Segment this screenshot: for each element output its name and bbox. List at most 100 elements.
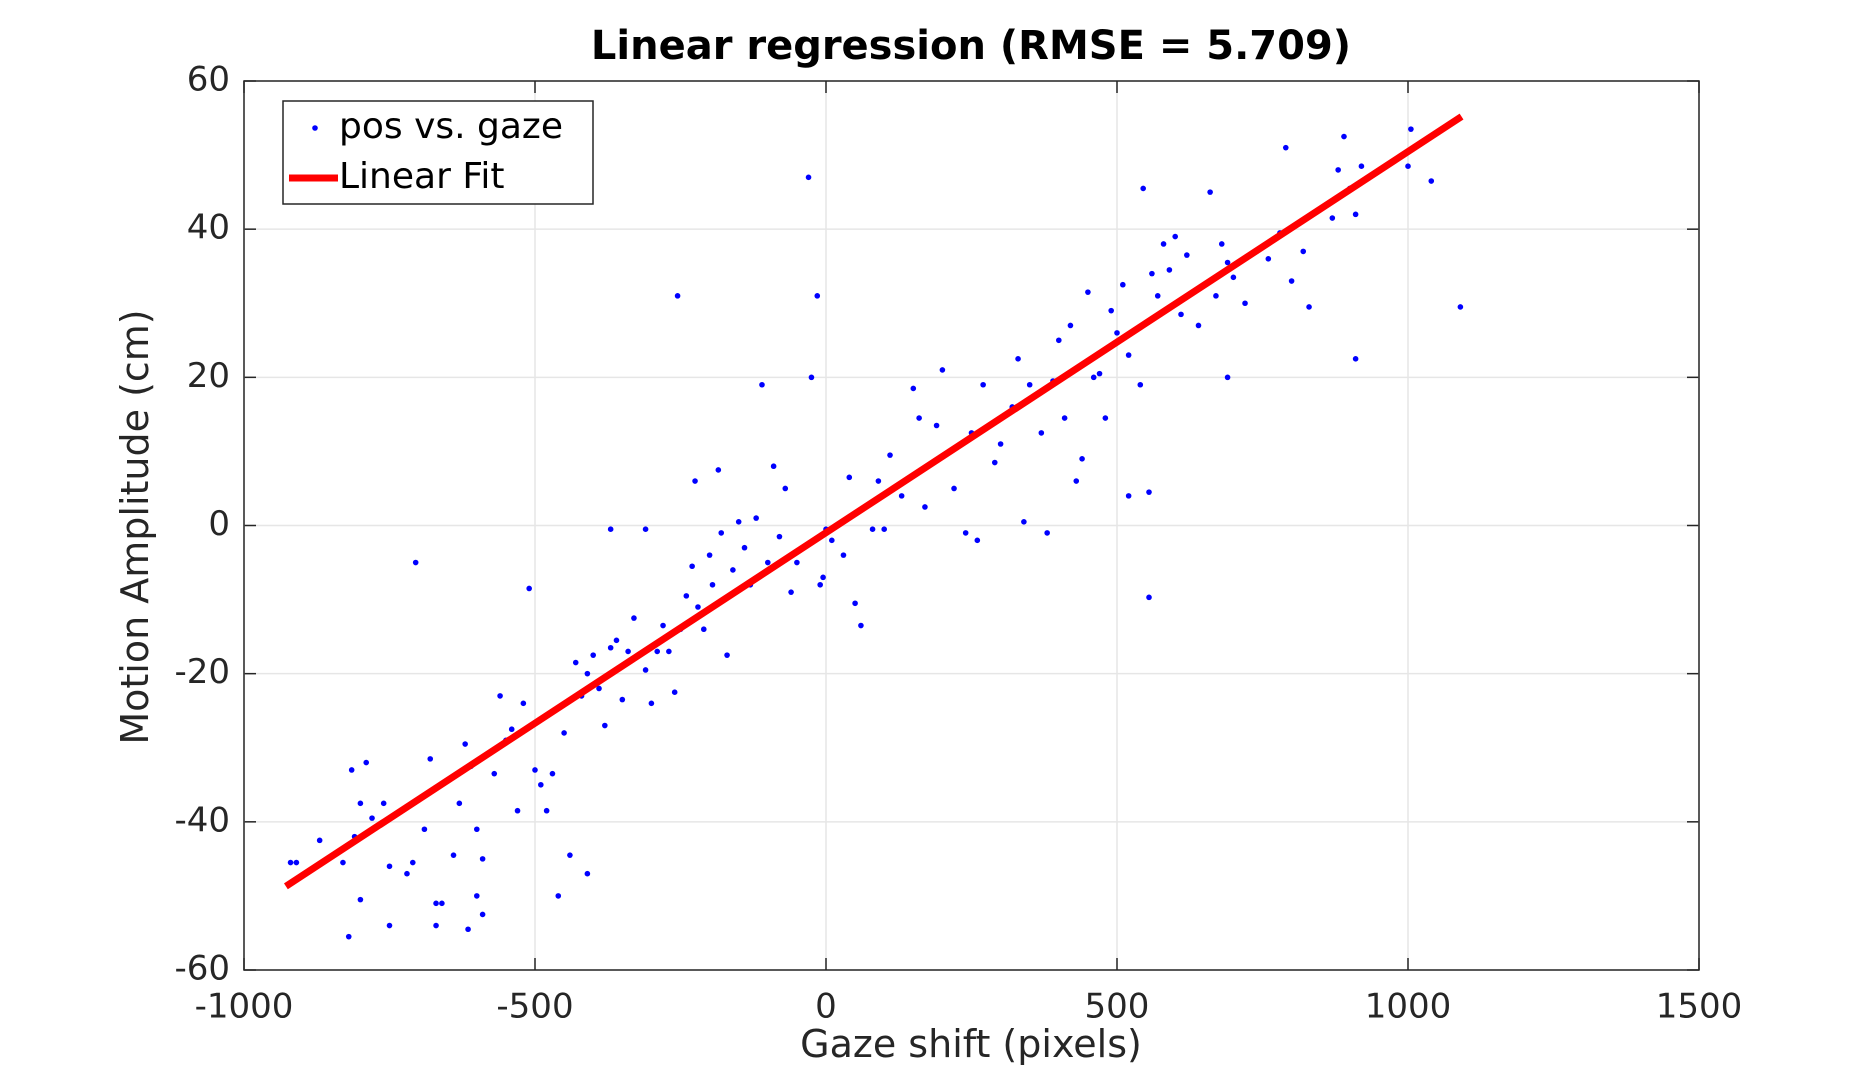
scatter-point [439,900,445,907]
scatter-point [433,900,439,907]
scatter-point [1195,322,1202,329]
scatter-point [1341,133,1347,140]
scatter-point [619,696,626,703]
scatter-point [1230,274,1237,281]
scatter-point [1300,248,1307,255]
chart-title: Linear regression (RMSE = 5.709) [591,23,1351,69]
scatter-point [514,807,521,814]
scatter-point [549,770,556,777]
legend-box [282,100,594,205]
scatter-point [450,852,457,858]
scatter-point [820,574,826,581]
scatter-point [814,293,821,299]
scatter-point [922,504,928,510]
axes-box [243,80,1700,971]
scatter-point [1061,415,1068,421]
scatter-point [357,896,364,903]
x-tick-label: 1500 [1656,987,1743,1027]
scatter-point [887,452,893,458]
scatter-point [508,726,515,733]
scatter-point [1282,144,1289,151]
scatter-point [846,474,853,481]
scatter-point [567,852,573,858]
scatter-point [910,385,917,392]
scatter-point [808,374,815,381]
y-tick-label: -20 [174,652,230,692]
scatter-point [520,700,527,707]
scatter-point [980,381,986,388]
scatter-point [951,485,957,492]
scatter-point [1114,330,1120,336]
scatter-point [538,781,544,788]
scatter-point [412,559,419,566]
scatter-point [858,622,864,629]
scatter-point [765,559,771,566]
scatter-point [409,859,416,866]
scatter-point [1079,456,1085,462]
scatter-point [1358,163,1365,169]
scatter-point [962,530,969,536]
legend-label: Linear Fit [339,156,505,197]
scatter-point [1242,300,1248,307]
scatter-point [1306,304,1312,310]
scatter-point [933,422,940,429]
scatter-point [1428,178,1435,184]
y-tick-label: 0 [208,504,230,544]
scatter-point [735,518,742,525]
scatter-point [340,859,346,866]
scatter-point [474,826,480,833]
scatter-point [671,689,678,695]
scatter-point [427,756,434,762]
scatter-point [648,700,655,707]
y-tick-label: -60 [174,949,230,989]
scatter-point [625,648,631,655]
scatter-point [1265,255,1272,262]
scatter-point [1038,430,1045,436]
legend-label: pos vs. gaze [339,106,563,147]
scatter-point [462,741,468,747]
scatter-point [674,293,681,299]
scatter-point [1146,489,1152,495]
scatter-point [561,730,567,736]
scatter-point [1102,415,1109,421]
scatter-point [348,767,355,773]
y-tick-label: 60 [187,60,230,100]
scatter-point [497,693,503,699]
scatter-point [1146,594,1152,601]
scatter-point [695,604,701,610]
scatter-point [1021,518,1027,525]
scatter-point [916,415,922,421]
x-axis-label: Gaze shift (pixels) [800,1022,1142,1066]
scatter-point [1090,374,1097,381]
scatter-point [1056,337,1062,344]
scatter-point [852,600,858,607]
scatter-point [613,637,620,644]
scatter-point [1224,374,1231,381]
scatter-point [660,622,666,629]
scatter-point [724,652,730,658]
scatter-point [543,807,550,814]
scatter-point [386,922,393,929]
scatter-point [590,652,596,658]
scatter-point [363,759,370,766]
scatter-point [1120,281,1126,288]
scatter-point [1067,322,1074,329]
scatter-point [1457,304,1464,310]
scatter-point [715,467,722,473]
scatter-point [596,685,602,692]
scatter-point [829,537,835,544]
scatter-point [1137,381,1144,388]
scatter-point [433,922,439,929]
y-tick-label: -40 [174,800,230,840]
scatter-point [1154,293,1161,299]
scatter-point [1140,185,1146,192]
x-tick-label: -1000 [195,987,294,1027]
scatter-point [555,893,562,899]
scatter-point [776,533,783,540]
scatter-point [794,559,800,566]
scatter-point [1218,241,1225,247]
scatter-point [654,648,661,655]
y-axis-label: Motion Amplitude (cm) [113,309,157,744]
scatter-point [404,870,410,877]
